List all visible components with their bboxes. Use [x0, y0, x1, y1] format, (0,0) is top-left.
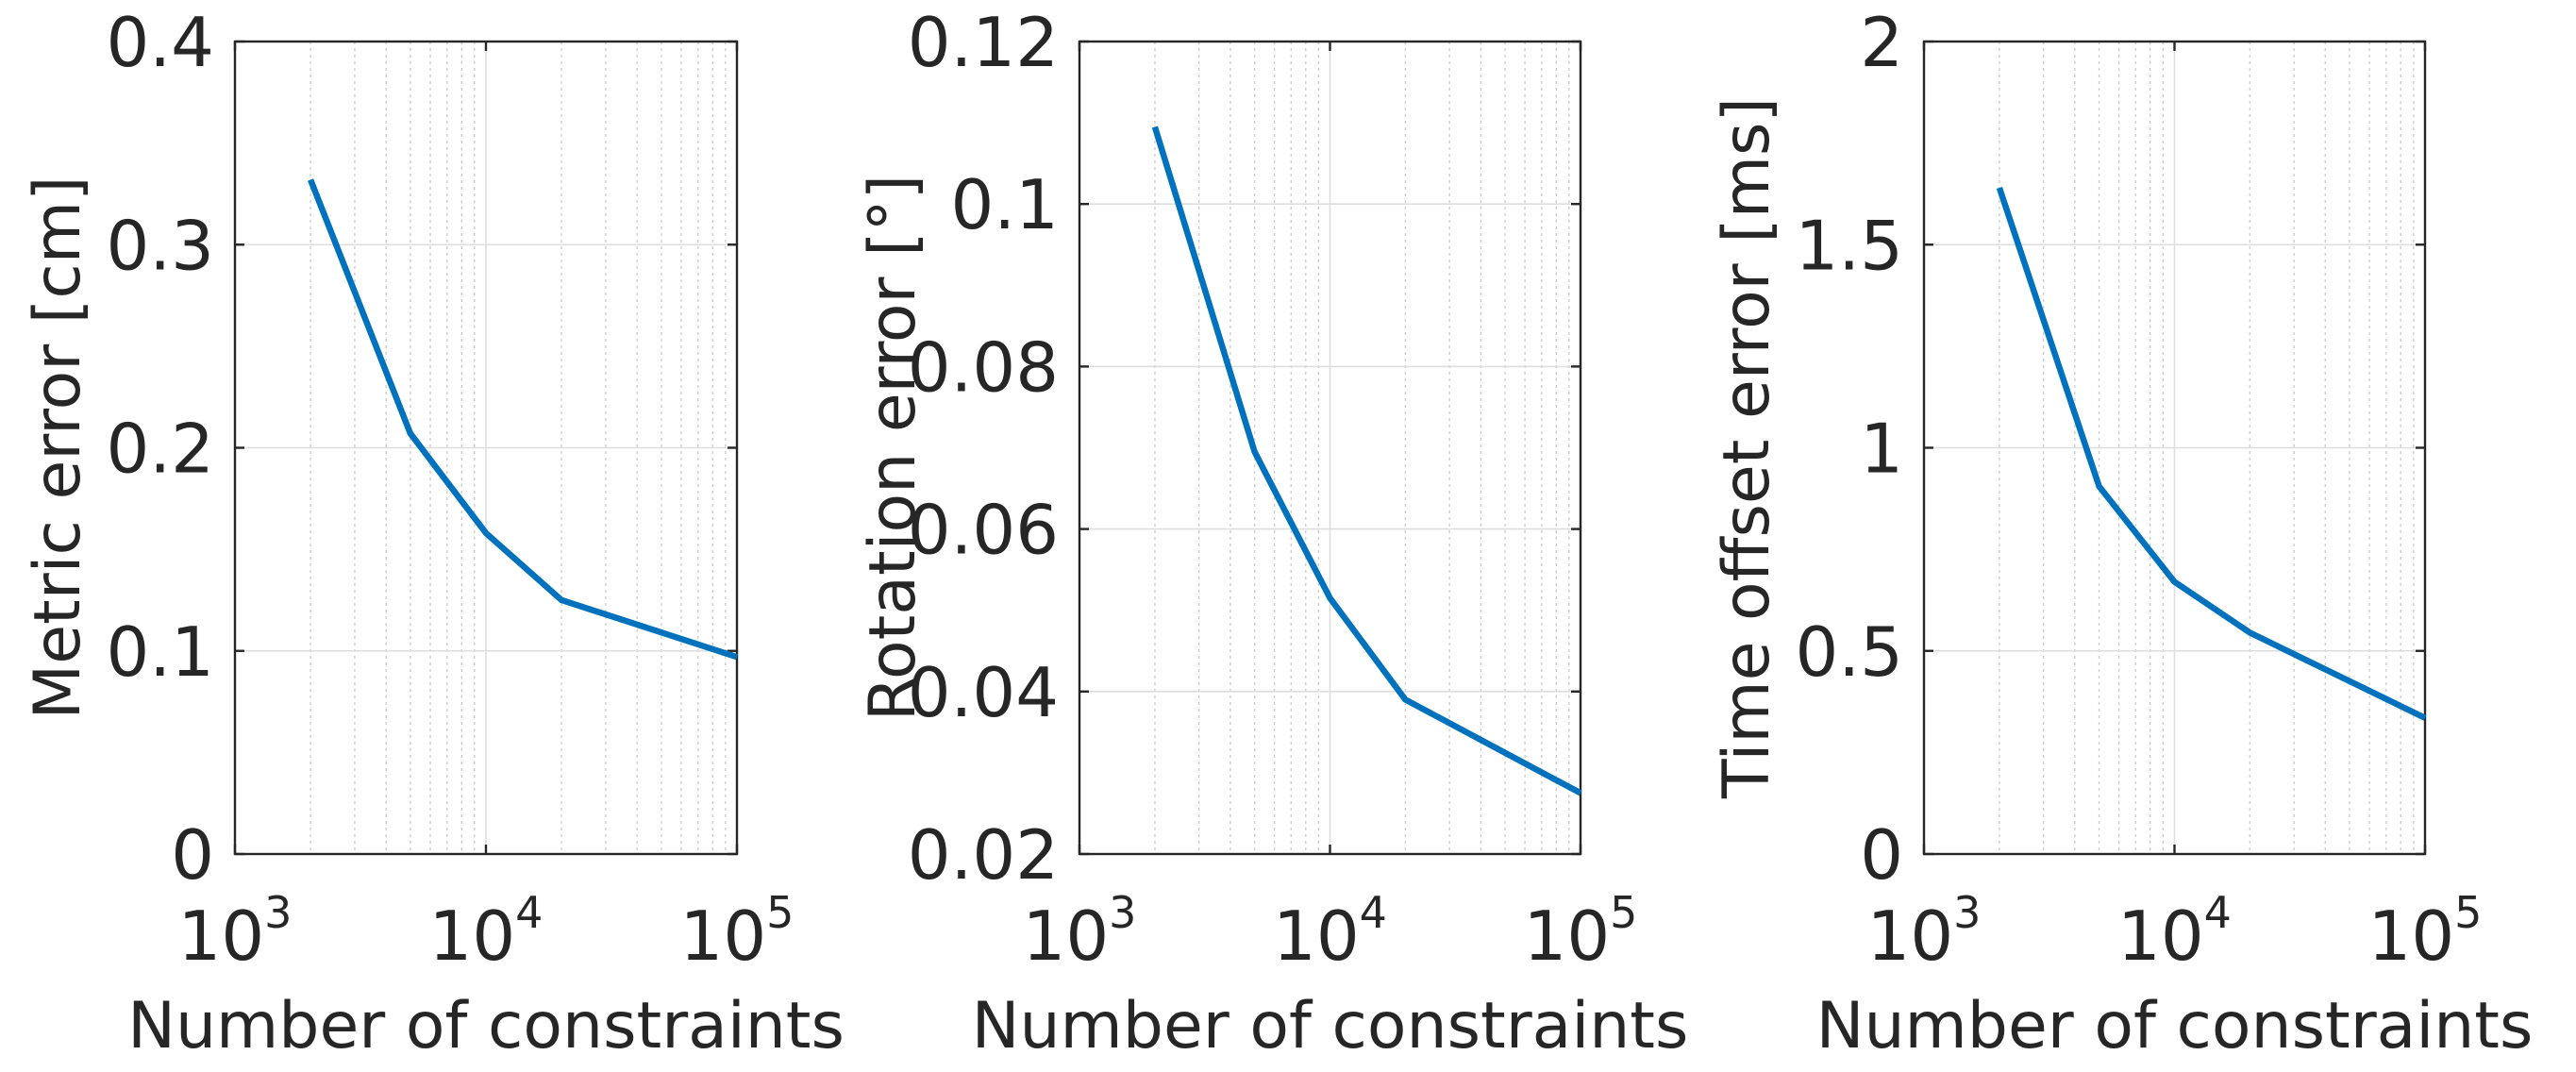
y-tick-label: 0.3	[106, 206, 214, 285]
x-tick-label: 103	[1867, 887, 1982, 976]
x-axis-label: Number of constraints	[972, 989, 1689, 1064]
y-tick-label: 0.5	[1795, 612, 1903, 692]
y-axis-label: Rotation error [°]	[856, 175, 930, 721]
y-tick-label: 0.04	[908, 653, 1059, 732]
series-line-1	[1151, 126, 1582, 796]
y-axis-label: Time offset error [ms]	[1710, 97, 1784, 799]
y-tick-label: 0.12	[908, 3, 1059, 82]
y-axis-label: Metric error [cm]	[21, 176, 95, 720]
chart-panel-2: 0.02 0.04 0.06 0.08 0.1 0.12 103 104 105 Number o…	[856, 3, 1688, 1064]
chart-panel-1: 0 0.1 0.2 0.3 0.4 103 104 105 Number of constrai…	[21, 3, 845, 1064]
x-tick-label: 105	[2368, 887, 2483, 976]
y-tick-label: 0.2	[106, 410, 214, 489]
y-tick-label: 0.08	[908, 327, 1059, 407]
x-tick-label: 105	[680, 887, 795, 976]
chart-panel-3: 0 0.5 1 1.5 2 103 104 105 Number of constraints T…	[1710, 3, 2533, 1064]
x-tick-label: 104	[429, 887, 544, 976]
y-tick-label: 0.06	[908, 491, 1059, 570]
y-tick-label: 2	[1860, 3, 1903, 82]
x-tick-label: 103	[1023, 887, 1137, 976]
y-tick-label: 0.02	[908, 815, 1059, 895]
x-axis-label: Number of constraints	[1816, 989, 2534, 1064]
y-tick-label: 0.1	[950, 165, 1059, 244]
x-tick-label: 104	[1273, 887, 1387, 976]
x-tick-label: 104	[2117, 887, 2232, 976]
series-line-1	[308, 178, 739, 661]
y-tick-label: 0.4	[106, 3, 214, 82]
y-tick-label: 0.1	[106, 612, 214, 692]
y-tick-label: 1	[1860, 410, 1903, 489]
series-line-1	[1996, 186, 2427, 721]
y-tick-label: 1.5	[1795, 206, 1903, 285]
y-tick-label: 0	[1860, 815, 1903, 895]
x-tick-label: 105	[1524, 887, 1638, 976]
y-tick-label: 0	[171, 815, 214, 895]
x-tick-label: 103	[178, 887, 293, 976]
x-axis-label: Number of constraints	[127, 989, 845, 1064]
